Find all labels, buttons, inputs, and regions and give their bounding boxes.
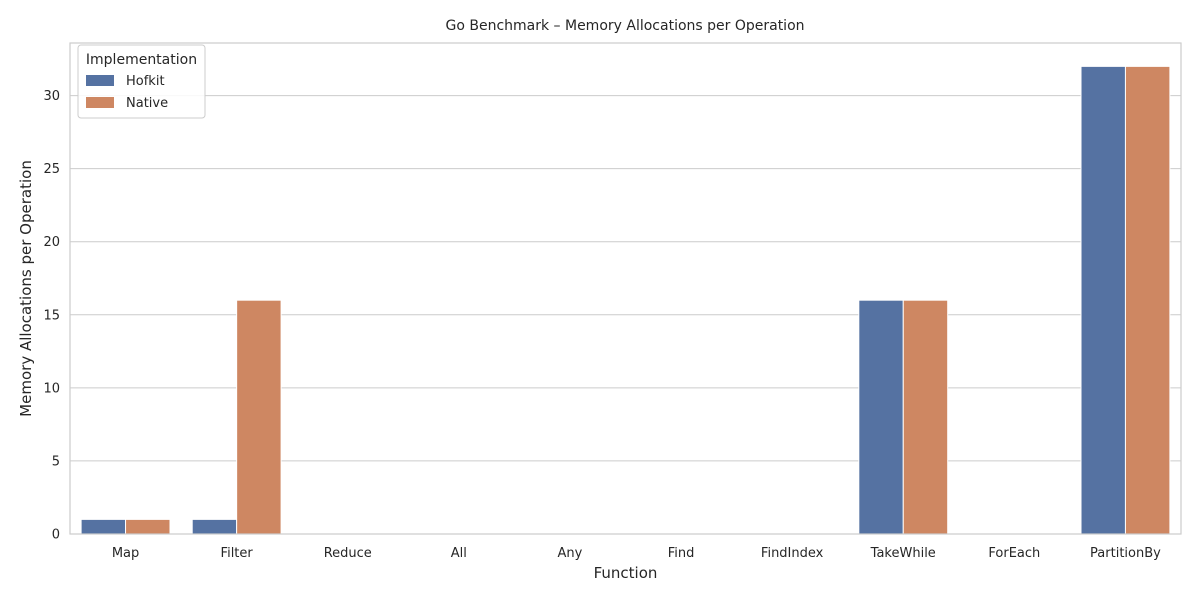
legend-items: Hofkit Native [86,74,168,111]
y-axis-ticks: 0 5 10 15 20 25 30 [43,89,60,542]
y-tick-label: 25 [43,162,60,177]
bar-native-takewhile [902,299,949,535]
legend-title: Implementation [86,52,197,68]
bar-native-map [125,518,171,535]
bar-hofkit-takewhile [858,299,904,535]
x-tick-label: Filter [221,546,254,561]
x-tick-label: Map [112,546,139,561]
bar-native-partitionby [1124,65,1171,535]
bars [80,65,1171,535]
legend-label-native: Native [126,96,168,111]
x-tick-label: ForEach [988,546,1040,561]
x-tick-label: FindIndex [761,546,824,561]
chart-title: Go Benchmark – Memory Allocations per Op… [445,18,804,34]
bar-hofkit-partitionby [1080,65,1126,535]
x-tick-label: Reduce [324,546,372,561]
x-axis-ticks: Map Filter Reduce All Any Find FindIndex TakeWh… [112,546,1161,561]
y-tick-label: 10 [43,381,60,396]
y-tick-label: 20 [43,235,60,250]
y-tick-label: 0 [52,528,60,543]
y-tick-label: 30 [43,89,60,104]
y-axis-label: Memory Allocations per Operation [17,160,35,417]
x-tick-label: TakeWhile [870,546,936,561]
x-axis-label: Function [594,564,658,582]
legend-label-hofkit: Hofkit [126,74,165,89]
legend-swatch-hofkit [86,75,114,86]
y-tick-label: 5 [52,454,60,469]
bar-hofkit-filter [191,518,238,535]
x-tick-label: PartitionBy [1090,546,1161,561]
x-tick-label: Any [558,546,583,561]
bar-hofkit-map [80,518,127,535]
x-tick-label: Find [668,546,695,561]
legend: Implementation Hofkit Native [77,44,206,119]
x-tick-label: All [451,546,467,561]
y-tick-label: 15 [43,308,60,323]
legend-swatch-native [86,97,114,108]
plot-frame [69,42,1182,535]
bar-native-filter [236,299,282,535]
